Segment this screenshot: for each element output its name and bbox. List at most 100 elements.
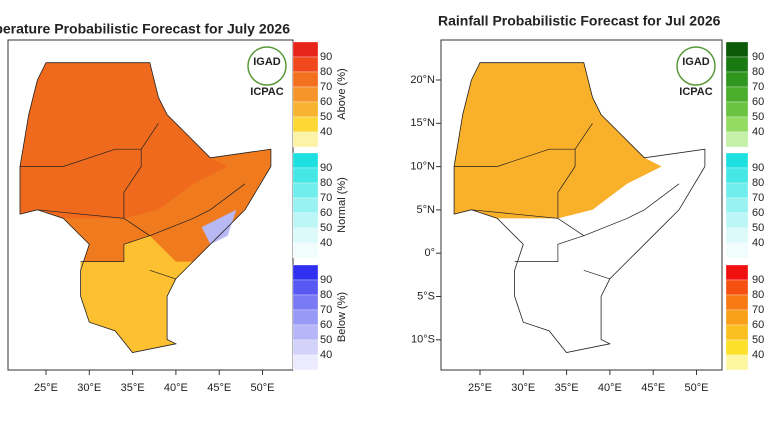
legend-label: 70 xyxy=(320,81,332,93)
legend-label: 60 xyxy=(752,319,764,331)
country-border xyxy=(37,149,142,219)
legend-label: 40 xyxy=(752,349,764,361)
legend-label: 80 xyxy=(752,289,764,301)
x-tick-label: 45°E xyxy=(641,382,665,394)
x-tick-label: 40°E xyxy=(598,382,622,394)
legend-label: 80 xyxy=(752,66,764,78)
legend-cell xyxy=(292,264,319,281)
legend-cell xyxy=(725,242,749,259)
legend-label: 50 xyxy=(752,111,764,123)
legend-label: 70 xyxy=(320,192,332,204)
legend-label: 40 xyxy=(320,126,332,138)
legend-cell xyxy=(725,152,749,169)
region-outline xyxy=(19,62,272,353)
legend-label: 90 xyxy=(320,274,332,286)
legend-cell xyxy=(292,339,319,356)
y-tick-label: 0° xyxy=(424,247,435,259)
legend-label: 80 xyxy=(320,289,332,301)
legend-cell xyxy=(725,339,749,356)
legend-cell xyxy=(725,71,749,88)
legend-cell xyxy=(725,212,749,229)
legend-cell xyxy=(725,116,749,133)
legend-cell xyxy=(292,167,319,184)
south-fill xyxy=(514,235,627,353)
logo-org: ICPAC xyxy=(679,86,712,98)
country-border xyxy=(123,183,246,237)
legend-cell xyxy=(725,167,749,184)
panel-title: Rainfall Probabilistic Forecast for Jul … xyxy=(438,13,721,29)
legend-cell xyxy=(725,86,749,103)
legend-label: 90 xyxy=(320,162,332,174)
legend-cell xyxy=(725,197,749,214)
y-tick-label: 15°N xyxy=(410,117,435,129)
legend-cell xyxy=(725,264,749,281)
y-tick-label: 10°S xyxy=(411,334,435,346)
legend-cell xyxy=(292,56,319,73)
legend-cell xyxy=(725,101,749,118)
legend-label: 90 xyxy=(752,51,764,63)
legend-cell xyxy=(725,309,749,326)
y-tick-label: 20°N xyxy=(410,74,435,86)
legend-cell xyxy=(292,309,319,326)
legend-cell xyxy=(725,279,749,296)
legend-cell xyxy=(292,86,319,103)
x-tick-label: 35°E xyxy=(555,382,579,394)
legend-label: 90 xyxy=(320,51,332,63)
y-tick-label: 10°N xyxy=(410,161,435,173)
legend-cell xyxy=(725,56,749,73)
legend-cell xyxy=(725,354,749,371)
legend-label: 70 xyxy=(752,81,764,93)
legend-cell xyxy=(292,152,319,169)
blue-patch xyxy=(201,209,237,245)
legend-cell xyxy=(292,294,319,311)
legend-label: 50 xyxy=(320,111,332,123)
legend-label: 40 xyxy=(752,237,764,249)
legend-label: 50 xyxy=(320,222,332,234)
legend-label: 60 xyxy=(320,207,332,219)
legend-cell xyxy=(725,324,749,341)
logo xyxy=(247,46,287,86)
panel-title: Temperature Probabilistic Forecast for J… xyxy=(0,21,290,37)
legend-label: 90 xyxy=(752,162,764,174)
north-fill xyxy=(454,62,662,219)
x-tick-label: 45°E xyxy=(207,382,231,394)
x-tick-label: 25°E xyxy=(468,382,492,394)
legend-cell xyxy=(292,324,319,341)
legend-label: 50 xyxy=(752,222,764,234)
y-tick-label: 5°S xyxy=(417,290,435,302)
logo-org: ICPAC xyxy=(250,86,283,98)
legend-label: 40 xyxy=(752,126,764,138)
country-border xyxy=(514,235,584,262)
y-tick-label: 5°N xyxy=(417,204,436,216)
legend-cell xyxy=(725,131,749,148)
legend-cell xyxy=(292,212,319,229)
country-border xyxy=(20,123,159,167)
legend-label: 50 xyxy=(320,334,332,346)
country-border xyxy=(149,269,176,280)
legend-cell xyxy=(292,131,319,148)
legend-label: 60 xyxy=(320,319,332,331)
legend-cell xyxy=(292,116,319,133)
legend-label: 80 xyxy=(320,66,332,78)
legend-title: Above (%) xyxy=(336,68,348,119)
x-tick-label: 35°E xyxy=(121,382,145,394)
legend-cell xyxy=(292,182,319,199)
legend-cell xyxy=(292,101,319,118)
legend-label: 80 xyxy=(320,177,332,189)
legend-cell xyxy=(292,71,319,88)
legend-label: 70 xyxy=(752,304,764,316)
region-outline xyxy=(453,62,706,353)
x-tick-label: 30°E xyxy=(77,382,101,394)
legend-title: Normal (%) xyxy=(336,177,348,233)
legend-cell xyxy=(292,227,319,244)
logo-name: IGAD xyxy=(682,56,710,68)
logo xyxy=(676,46,716,86)
country-border xyxy=(471,149,576,219)
legend-cell xyxy=(725,294,749,311)
legend-cell xyxy=(292,41,319,58)
legend-title: Below (%) xyxy=(336,292,348,342)
legend-label: 60 xyxy=(752,207,764,219)
legend-label: 70 xyxy=(320,304,332,316)
